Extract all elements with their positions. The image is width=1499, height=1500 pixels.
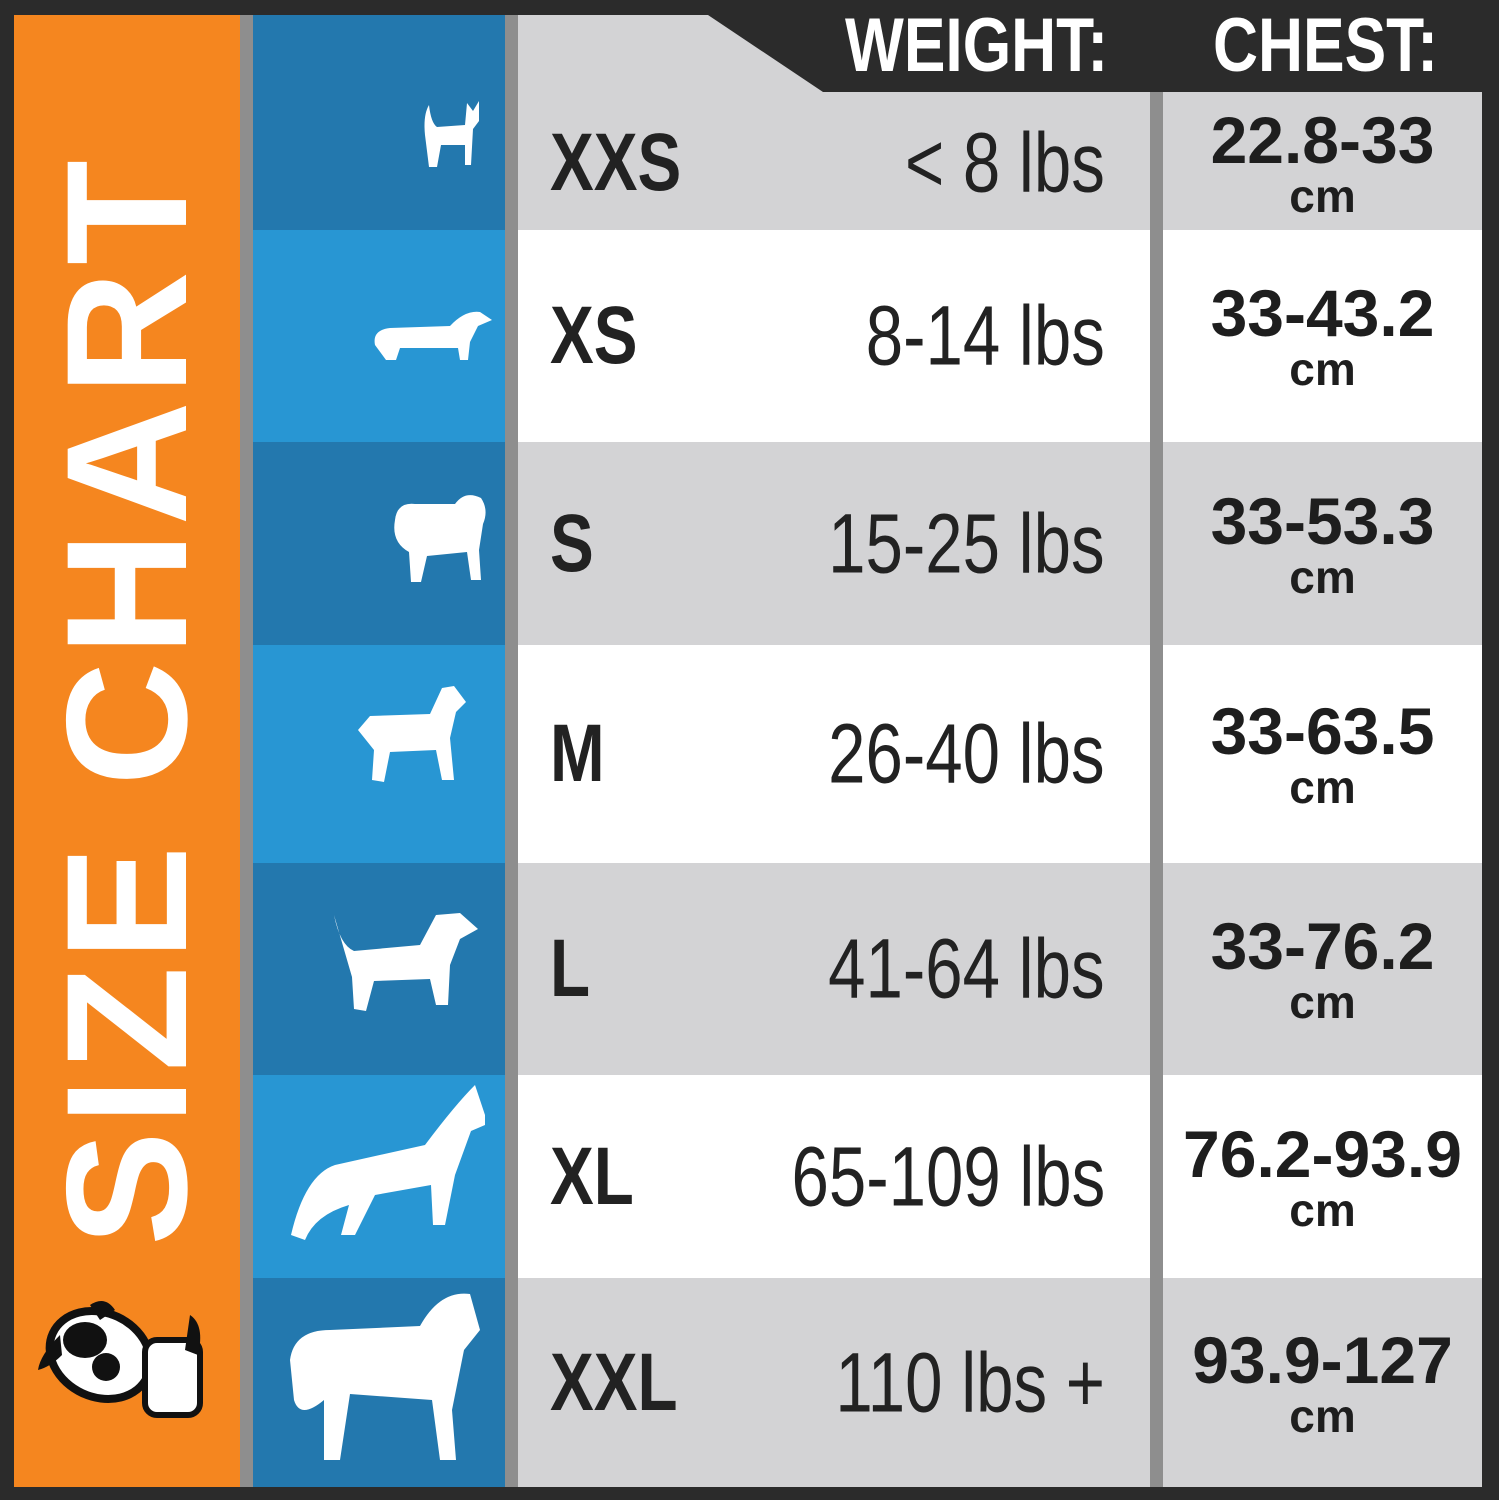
size-label: XXS (550, 116, 682, 208)
divider (1150, 92, 1163, 1487)
chest-value: 76.2-93.9 (1183, 1116, 1462, 1191)
chest-unit: cm (1289, 1389, 1356, 1442)
size-weight-cell: S 15-25 lbs (518, 442, 1150, 645)
size-label: XL (550, 1130, 634, 1222)
weight-value: 41-64 lbs (828, 921, 1105, 1016)
size-weight-cell: L 41-64 lbs (518, 863, 1150, 1075)
chest-cell: 33-53.3 cm (1163, 442, 1482, 645)
chest-header: CHEST: (1213, 3, 1439, 88)
shepherd-icon (291, 1085, 485, 1240)
title-bar (14, 15, 240, 1487)
chest-value: 33-63.5 (1210, 694, 1435, 768)
size-weight-cell: XS 8-14 lbs (518, 230, 1150, 442)
header-shape (518, 0, 1499, 92)
weight-value: < 8 lbs (905, 115, 1105, 209)
chest-value: 93.9-127 (1192, 1322, 1453, 1397)
size-weight-cell: M 26-40 lbs (518, 645, 1150, 863)
divider (240, 15, 253, 1487)
size-row: L 41-64 lbs 33-76.2 cm (253, 863, 1482, 1075)
chest-unit: cm (1289, 169, 1356, 222)
divider (505, 15, 518, 1487)
weight-value: 15-25 lbs (828, 496, 1105, 590)
chest-value: 33-53.3 (1210, 483, 1435, 558)
weight-value: 26-40 lbs (828, 706, 1105, 801)
size-label: S (550, 497, 594, 589)
chest-unit: cm (1289, 761, 1356, 813)
weight-value: 65-109 lbs (791, 1129, 1105, 1223)
size-row: XXL 110 lbs + 93.9-127 cm (253, 1278, 1482, 1487)
dachshund-icon (374, 311, 492, 360)
chest-cell: 76.2-93.9 cm (1163, 1075, 1482, 1278)
pug-icon (394, 495, 486, 582)
weight-value: 8-14 lbs (865, 288, 1105, 383)
size-label: M (550, 708, 605, 799)
chest-cell: 33-43.2 cm (1163, 230, 1482, 442)
puppy-logo-icon (38, 1301, 203, 1418)
chest-cell: 33-76.2 cm (1163, 863, 1482, 1075)
size-row: XL 65-109 lbs 76.2-93.9 cm (253, 1075, 1482, 1278)
size-label: L (550, 923, 591, 1014)
schnauzer-icon (358, 686, 466, 782)
size-label: XXL (550, 1336, 678, 1428)
size-row: M 26-40 lbs 33-63.5 cm (253, 645, 1482, 863)
header-band: WEIGHT: CHEST: (518, 0, 1499, 92)
chest-value: 22.8-33 (1210, 102, 1435, 177)
chest-value: 33-76.2 (1210, 909, 1435, 983)
chest-unit: cm (1289, 550, 1356, 603)
mastiff-icon (290, 1293, 480, 1460)
icon-cell (253, 15, 505, 230)
size-weight-cell: XXL 110 lbs + (518, 1278, 1150, 1487)
weight-header: WEIGHT: (845, 3, 1109, 88)
chihuahua-icon (424, 101, 479, 167)
chart-title: SIZE CHART (31, 154, 223, 1246)
chest-cell: 93.9-127 cm (1163, 1278, 1482, 1487)
size-row: S 15-25 lbs 33-53.3 cm (253, 442, 1482, 645)
chest-unit: cm (1289, 343, 1356, 395)
size-row: XXS < 8 lbs 22.8-33 cm (253, 15, 1482, 230)
size-row: XS 8-14 lbs 33-43.2 cm (253, 230, 1482, 442)
spaniel-icon (334, 913, 478, 1011)
size-label: XS (550, 290, 638, 381)
chest-unit: cm (1289, 1183, 1356, 1236)
weight-value: 110 lbs + (835, 1335, 1105, 1429)
chest-cell: 33-63.5 cm (1163, 645, 1482, 863)
chest-unit: cm (1289, 976, 1356, 1028)
size-weight-cell: XL 65-109 lbs (518, 1075, 1150, 1278)
chest-value: 33-43.2 (1210, 276, 1435, 350)
